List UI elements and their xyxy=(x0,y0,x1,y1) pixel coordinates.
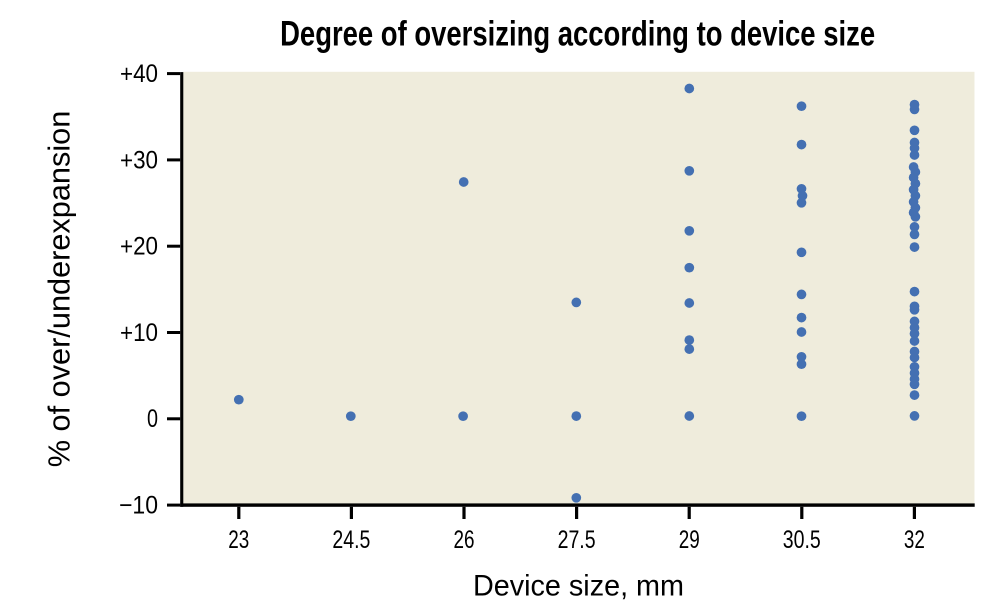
svg-text:0: 0 xyxy=(147,405,158,433)
svg-text:26: 26 xyxy=(454,526,475,554)
svg-text:Device size, mm: Device size, mm xyxy=(473,569,684,602)
svg-text:+20: +20 xyxy=(120,233,158,261)
svg-text:27.5: 27.5 xyxy=(558,526,596,554)
svg-text:Degree of oversizing according: Degree of oversizing according to device… xyxy=(280,14,875,53)
svg-text:32: 32 xyxy=(904,526,925,554)
svg-text:+10: +10 xyxy=(120,319,158,347)
svg-text:−10: −10 xyxy=(119,492,158,520)
svg-text:30.5: 30.5 xyxy=(783,526,821,554)
svg-text:24.5: 24.5 xyxy=(332,526,370,554)
svg-text:% of over/underexpansion: % of over/underexpansion xyxy=(41,111,76,468)
svg-text:+40: +40 xyxy=(120,60,158,88)
svg-text:29: 29 xyxy=(679,526,700,554)
svg-text:23: 23 xyxy=(228,526,249,554)
svg-text:+30: +30 xyxy=(120,146,158,174)
